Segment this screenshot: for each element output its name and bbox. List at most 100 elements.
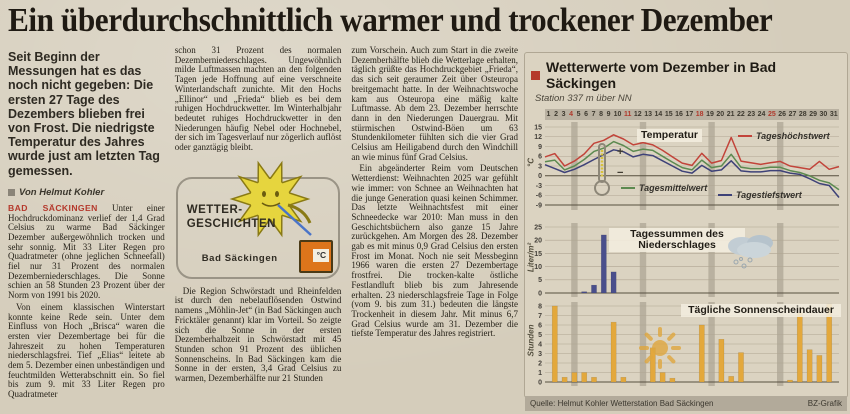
day-tick: 6	[584, 111, 589, 118]
day-tick: 23	[747, 111, 756, 118]
legend-mean-label: Tagesmittelwert	[639, 183, 708, 193]
day-tick: 14	[654, 111, 663, 118]
day-tick: 12	[633, 111, 642, 118]
day-tick: 20	[716, 111, 725, 118]
day-tick: 7	[591, 111, 596, 118]
svg-text:4: 4	[538, 341, 542, 348]
day-tick: 27	[788, 111, 797, 118]
column-3: zum Vorschein. Auch zum Start in die zwe…	[351, 46, 518, 412]
day-tick: 4	[569, 111, 573, 118]
dateline: BAD SÄCKINGEN	[8, 202, 98, 213]
legend-mean: Tagesmittelwert	[621, 183, 707, 193]
temperature-y-axis-label: °C	[526, 158, 536, 167]
day-tick: 11	[623, 111, 632, 118]
wetter-box-title: WETTER- GESCHICHTEN	[186, 203, 276, 230]
chart-credit: BZ-Grafik	[807, 399, 842, 408]
byline: Von Helmut Kohler	[8, 187, 165, 198]
svg-text:8: 8	[538, 303, 542, 310]
precipitation-plot: 0 5 10 15 20 25	[534, 223, 839, 297]
day-tick: 17	[685, 111, 694, 118]
day-tick: 1	[546, 111, 551, 118]
svg-text:10: 10	[534, 264, 542, 271]
lead-paragraph: Seit Beginn der Messungen hat es das noc…	[8, 50, 160, 178]
svg-text:1: 1	[538, 370, 542, 377]
paragraph: zum Vorschein. Auch zum Start in die zwe…	[351, 46, 518, 162]
paragraph: Von einem klassischen Winterstart konnte…	[8, 301, 165, 400]
sunshine-y-axis-label: Stunden	[526, 324, 536, 357]
svg-text:3: 3	[538, 351, 542, 358]
byline-square-icon	[8, 188, 15, 196]
temperature-panel: -9 -6 -3 0 3 6 9 12 15 Temperatur Tageshöchstwer…	[525, 122, 847, 215]
sun-icon	[639, 327, 681, 369]
legend-min: Tagestiefstwert	[718, 190, 802, 200]
paragraph: Ein abgeänderter Reim vom Deutschen Wett…	[351, 163, 518, 339]
sunshine-panel: 0 1 2 3 4 5 6 7 8 Tägliche Sonnenscheindauer Stu…	[525, 302, 847, 391]
day-tick: 30	[819, 111, 828, 118]
day-tick: 3	[561, 111, 566, 118]
legend-min-dash-icon	[718, 193, 732, 197]
svg-text:20: 20	[534, 238, 542, 245]
temperature-panel-title: Temperatur	[637, 129, 702, 142]
svg-text:15: 15	[534, 124, 542, 131]
column-2: schon 31 Prozent des normalen Dezemberni…	[175, 46, 342, 412]
title-bullet-icon	[531, 70, 540, 80]
thermometer-cup-icon: °C	[299, 239, 334, 273]
day-tick: 8	[599, 111, 604, 118]
article-body: Seit Beginn der Messungen hat es das noc…	[8, 46, 518, 412]
precipitation-panel: 0 5 10 15 20 25 Tagessummen des Niederschlage…	[525, 223, 847, 302]
legend-mean-dash-icon	[621, 186, 635, 190]
precipitation-panel-title: Tagessummen des Niederschlages	[609, 228, 745, 252]
legend-max-dash-icon	[738, 134, 752, 138]
svg-text:5: 5	[538, 332, 542, 339]
chart-header: Wetterwerte vom Dezember in Bad Säckinge…	[525, 57, 847, 91]
chart-title: Wetterwerte vom Dezember in Bad Säckinge…	[546, 59, 777, 91]
svg-text:-9: -9	[536, 202, 542, 209]
svg-text:7: 7	[538, 313, 542, 320]
weather-chart: Wetterwerte vom Dezember in Bad Säckinge…	[524, 52, 848, 411]
svg-text:-3: -3	[536, 183, 542, 190]
svg-text:15: 15	[534, 251, 542, 258]
cup-degree-label: °C	[313, 248, 330, 262]
thermometer-plus-sign: +	[617, 146, 624, 158]
svg-text:0: 0	[538, 290, 542, 297]
chart-footer: Quelle: Helmut Kohler Wetterstation Bad …	[525, 396, 847, 411]
svg-text:9: 9	[538, 144, 542, 151]
thermometer-icon	[594, 143, 610, 196]
svg-text:6: 6	[538, 322, 542, 329]
wetter-geschichten-box: WETTER- GESCHICHTEN Bad Säckingen °C	[175, 160, 341, 279]
snow-cloud-icon	[728, 235, 773, 269]
day-tick: 29	[809, 111, 817, 118]
day-tick: 13	[644, 111, 652, 118]
day-tick: 10	[613, 111, 622, 118]
svg-text:0: 0	[538, 379, 542, 386]
day-tick: 9	[606, 111, 611, 118]
precipitation-y-axis-label: Liter/m²	[526, 242, 536, 273]
day-tick: 24	[757, 111, 766, 118]
temperature-plot: -9 -6 -3 0 3 6 9 12 15	[534, 122, 840, 210]
day-tick: 2	[554, 111, 558, 118]
thermometer-minus-sign: −	[617, 167, 624, 179]
paragraph: schon 31 Prozent des normalen Dezemberni…	[174, 46, 342, 153]
paragraph: BAD SÄCKINGEN Unter einer Hochdruckdomin…	[8, 202, 165, 301]
legend-min-label: Tagestiefstwert	[736, 190, 802, 200]
paragraph: Die Region Schwörstadt und Rheinfelden i…	[174, 285, 342, 384]
headline: Ein überdurchschnittlich warmer und troc…	[8, 2, 773, 39]
day-tick: 21	[726, 111, 735, 118]
legend-max-label: Tageshöchstwert	[756, 131, 830, 141]
legend-max: Tageshöchstwert	[738, 131, 830, 141]
svg-text:3: 3	[538, 163, 542, 170]
cartoon-sun-icon	[229, 160, 313, 238]
day-tick: 28	[798, 111, 807, 118]
sunshine-panel-title: Tägliche Sonnenscheindauer	[681, 304, 841, 317]
chart-subtitle: Station 337 m über NN	[535, 93, 632, 104]
svg-text:5: 5	[538, 277, 542, 284]
svg-text:25: 25	[534, 224, 542, 231]
paragraph-text: Unter einer Hochdruckdominanz verlief de…	[8, 202, 165, 301]
day-tick: 18	[695, 111, 704, 118]
day-tick: 16	[675, 111, 683, 118]
day-tick: 31	[829, 111, 838, 118]
byline-text: Von Helmut Kohler	[19, 186, 105, 198]
day-tick: 22	[737, 111, 745, 118]
svg-text:-6: -6	[536, 193, 542, 200]
